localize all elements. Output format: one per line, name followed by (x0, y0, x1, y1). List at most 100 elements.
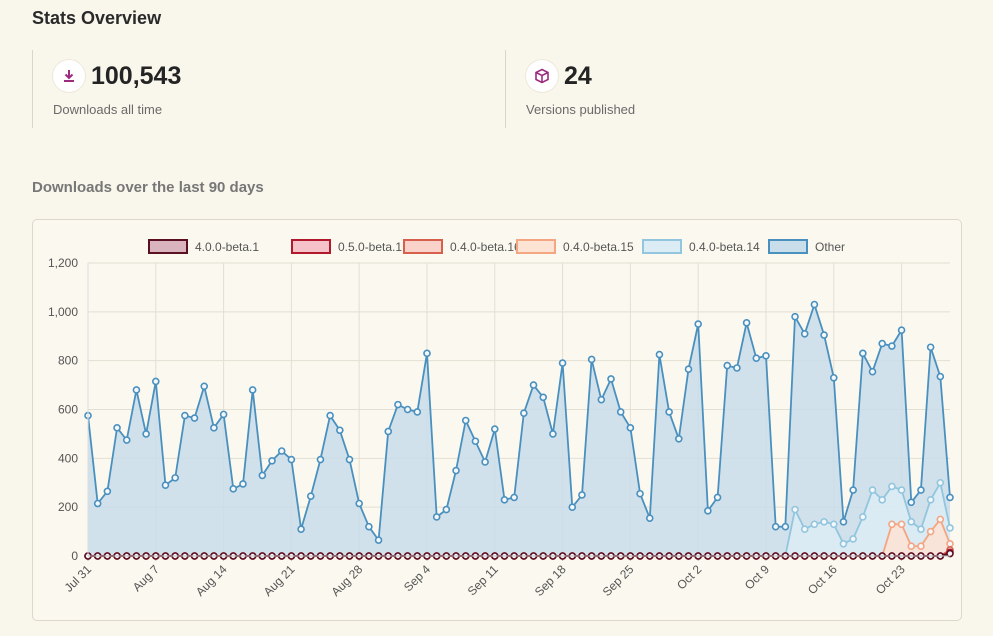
data-point (374, 536, 383, 544)
downloads-count: 100,543 (91, 62, 182, 90)
data-point (897, 486, 906, 494)
data-point (762, 351, 770, 360)
data-point (597, 395, 606, 404)
data-point (413, 408, 422, 416)
data-point (239, 480, 247, 488)
data-point (917, 542, 925, 551)
data-point (665, 408, 673, 416)
data-point (878, 339, 887, 348)
data-point (791, 505, 799, 514)
data-point (636, 489, 644, 498)
data-point (113, 424, 121, 432)
data-point (868, 486, 877, 494)
y-tick-label: 800 (58, 354, 78, 368)
data-point (849, 535, 857, 543)
data-point (810, 520, 819, 529)
legend-swatch (642, 239, 682, 254)
data-point (181, 411, 189, 420)
data-point (316, 455, 325, 464)
x-tick-label: Sep 11 (465, 562, 501, 598)
data-point (394, 400, 402, 409)
data-point (306, 492, 315, 500)
data-point (384, 427, 393, 436)
data-point (917, 525, 925, 533)
legend-swatch (516, 239, 556, 254)
series-area (88, 304, 950, 556)
data-point (103, 487, 112, 496)
data-point (645, 514, 654, 522)
data-point (258, 471, 267, 480)
data-point (442, 505, 451, 514)
stat-downloads: 100,543 Downloads all time (32, 50, 523, 128)
data-point (587, 355, 596, 364)
data-point (926, 527, 935, 536)
versions-label: Versions published (526, 102, 636, 117)
data-point (529, 381, 538, 389)
y-tick-label: 1,000 (48, 305, 78, 319)
x-tick-label: Oct 2 (674, 562, 704, 592)
data-point (771, 522, 780, 531)
data-point (326, 411, 334, 420)
data-point (675, 435, 683, 443)
legend-swatch (291, 239, 331, 254)
data-point (742, 319, 751, 327)
data-point (403, 405, 412, 414)
data-point (655, 350, 664, 359)
data-point (142, 430, 150, 438)
data-point (432, 513, 441, 521)
stat-versions: 24 Versions published (505, 50, 826, 128)
data-point (820, 331, 828, 339)
data-point (471, 437, 480, 446)
chart-svg: 0 200 400 600 800 1,000 1,200 Jul 31 Aug 7 Aug 14… (48, 239, 954, 599)
data-point (907, 498, 916, 507)
x-tick-label: Sep 4 (401, 562, 433, 594)
package-icon (526, 60, 558, 92)
legend-swatch (148, 239, 188, 254)
data-point (355, 499, 363, 508)
data-point (800, 525, 809, 533)
data-point (490, 425, 499, 433)
data-point (93, 499, 102, 508)
data-point (733, 364, 741, 372)
data-point (219, 410, 228, 419)
data-point (248, 386, 257, 394)
data-point (200, 382, 209, 391)
data-point (190, 414, 199, 422)
data-point (888, 342, 896, 350)
x-tick-label: Jul 31 (62, 562, 95, 595)
series-line (87, 303, 951, 541)
data-point (616, 408, 625, 416)
data-point (936, 372, 945, 381)
data-point (713, 493, 722, 502)
data-point (946, 524, 954, 532)
data-point (122, 436, 131, 444)
data-point (607, 375, 615, 383)
legend-label: 0.5.0-beta.1 (338, 240, 402, 254)
data-point (268, 456, 276, 465)
data-point (946, 549, 954, 558)
versions-count: 24 (564, 62, 592, 90)
data-point (365, 522, 373, 531)
x-tick-label: Aug 14 (193, 562, 230, 599)
x-tick-label: Oct 9 (742, 562, 772, 592)
legend-swatch (768, 239, 808, 254)
data-point (277, 447, 286, 455)
data-point (132, 386, 141, 394)
data-point (423, 349, 431, 358)
data-point (829, 520, 838, 529)
data-point (810, 300, 819, 309)
data-point (868, 367, 877, 376)
data-point (791, 312, 799, 321)
data-point (946, 493, 954, 502)
series-Other (84, 300, 954, 556)
y-tick-label: 0 (71, 549, 78, 563)
data-point (549, 430, 557, 438)
x-tick-label: Sep 25 (600, 562, 637, 599)
legend-label: 0.4.0-beta.15 (563, 240, 634, 254)
data-point (859, 513, 867, 521)
series-area (88, 482, 950, 556)
data-point (723, 361, 732, 370)
data-point (151, 377, 160, 386)
data-point (888, 482, 896, 491)
data-point (694, 320, 702, 328)
